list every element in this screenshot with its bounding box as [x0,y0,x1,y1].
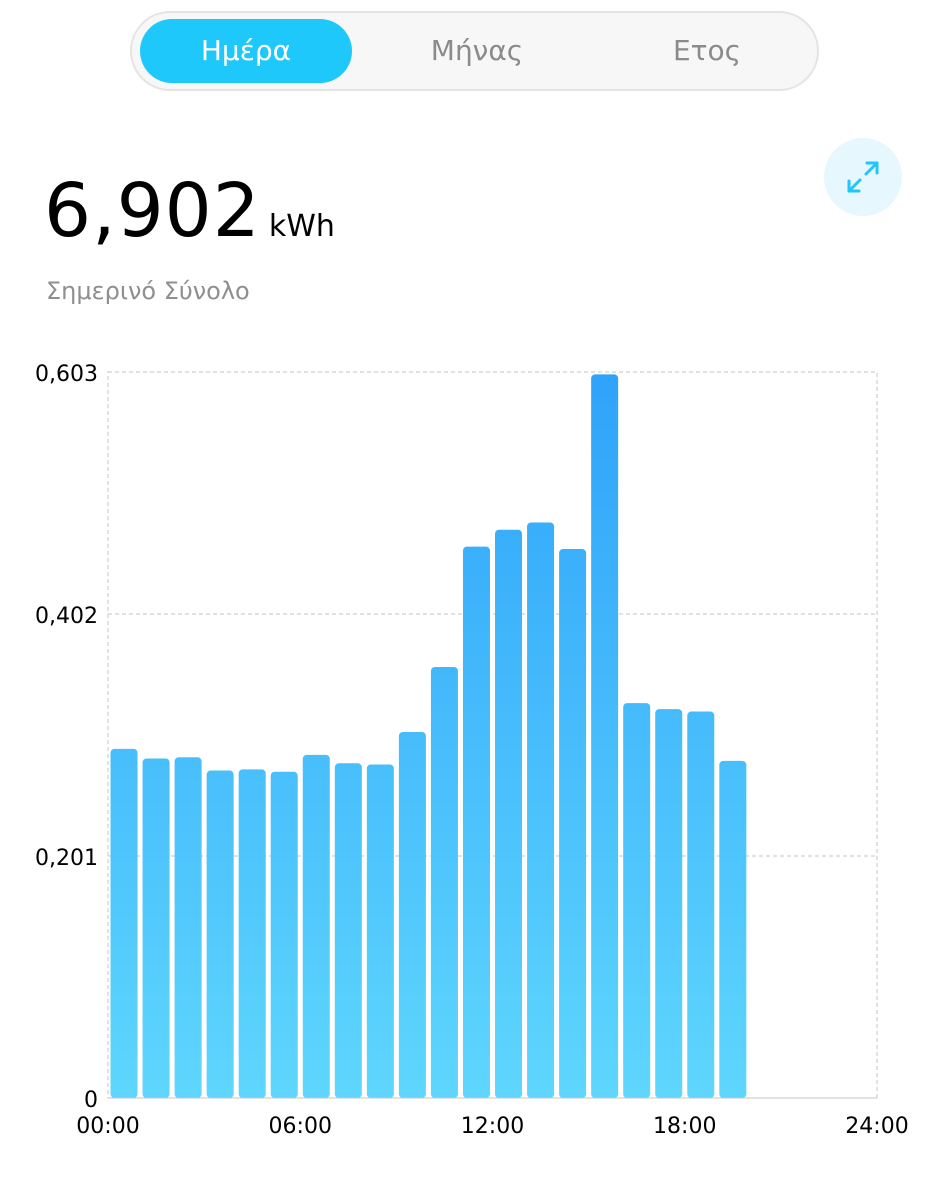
tab-day[interactable]: Ημέρα [140,19,352,83]
total-value: 6,902 [44,168,261,254]
tab-year[interactable]: Ετος [672,34,742,67]
bar [206,770,234,1098]
y-tick-label: 0 [84,1088,98,1113]
y-tick-label: 0,603 [35,362,98,387]
bar [527,522,555,1098]
tab-month[interactable]: Μήνας [430,34,524,67]
bar [302,754,330,1098]
bar [430,666,458,1098]
bar [174,757,202,1098]
total-label: Σημερινό Σύνολο [46,277,250,305]
y-tick-label: 0,201 [35,846,98,871]
bar [719,760,747,1098]
bar [334,763,362,1098]
bar [495,529,523,1098]
bar [270,771,298,1098]
x-tick-label: 18:00 [653,1114,716,1139]
bar [238,769,266,1098]
expand-arrows-icon [847,161,879,193]
bar [142,758,170,1098]
expand-button[interactable] [824,138,902,216]
bar [110,748,138,1098]
total-display: 6,902 kWh [44,168,335,254]
bar [462,546,490,1098]
y-tick-label: 0,402 [35,604,98,629]
x-tick-label: 12:00 [461,1114,524,1139]
bar [591,374,619,1098]
bar [398,731,426,1098]
total-unit: kWh [268,209,335,244]
bar [623,703,651,1098]
period-tabs: Ημέρα Μήνας Ετος [130,11,819,91]
bar [559,548,587,1098]
bar [366,764,394,1098]
x-tick-label: 06:00 [269,1114,332,1139]
x-tick-label: 24:00 [845,1114,908,1139]
bar [687,711,715,1098]
x-tick-label: 00:00 [76,1114,139,1139]
bar [655,709,683,1098]
